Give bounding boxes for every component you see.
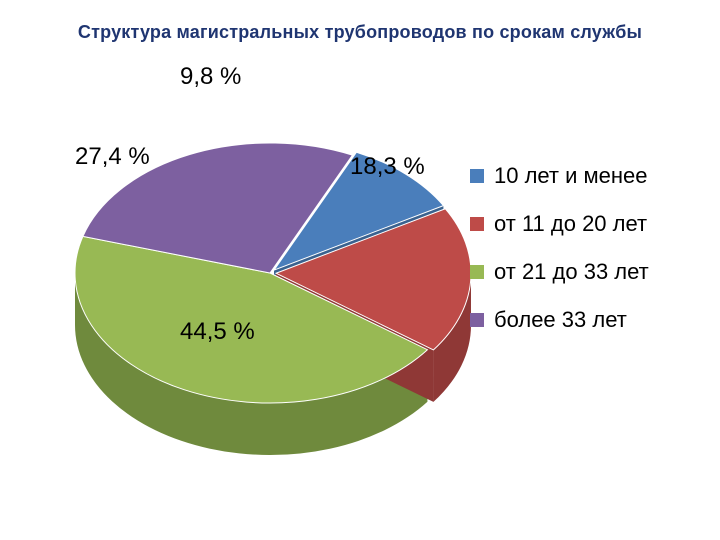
legend-swatch-3 bbox=[470, 313, 484, 327]
legend-swatch-0 bbox=[470, 169, 484, 183]
pie-chart bbox=[40, 63, 500, 503]
legend-label-1: от 11 до 20 лет bbox=[494, 211, 647, 237]
legend-item-1: от 11 до 20 лет bbox=[470, 211, 649, 237]
slice-label-3: 27,4 % bbox=[75, 143, 150, 171]
chart-area: 9,8 % 18,3 % 44,5 % 27,4 % 10 лет и менее о… bbox=[0, 43, 720, 523]
chart-title: Структура магистральных трубопроводов по… bbox=[0, 0, 720, 43]
legend-swatch-2 bbox=[470, 265, 484, 279]
legend-label-2: от 21 до 33 лет bbox=[494, 259, 649, 285]
slice-label-2: 44,5 % bbox=[180, 318, 255, 346]
slice-label-0: 9,8 % bbox=[180, 63, 241, 91]
legend: 10 лет и менее от 11 до 20 лет от 21 до … bbox=[470, 163, 649, 355]
legend-label-3: более 33 лет bbox=[494, 307, 627, 333]
legend-item-2: от 21 до 33 лет bbox=[470, 259, 649, 285]
legend-item-0: 10 лет и менее bbox=[470, 163, 649, 189]
legend-label-0: 10 лет и менее bbox=[494, 163, 648, 189]
legend-item-3: более 33 лет bbox=[470, 307, 649, 333]
slice-label-1: 18,3 % bbox=[350, 153, 425, 181]
legend-swatch-1 bbox=[470, 217, 484, 231]
